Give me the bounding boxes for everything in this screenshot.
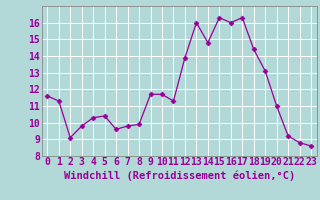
X-axis label: Windchill (Refroidissement éolien,°C): Windchill (Refroidissement éolien,°C): [64, 170, 295, 181]
